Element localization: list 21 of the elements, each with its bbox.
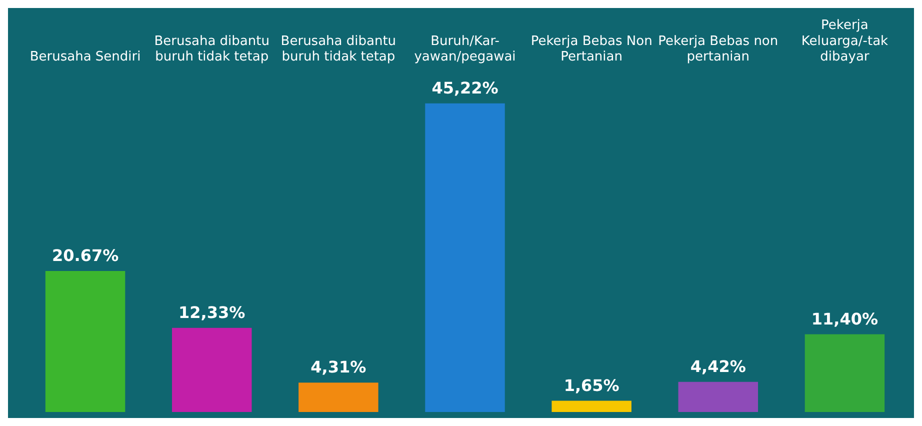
data-label: 4,42%	[690, 356, 746, 376]
data-label: 4,31%	[310, 358, 366, 377]
x-tick-label: Pekerja Keluarga/-tak dibayar	[801, 18, 889, 64]
bar	[298, 382, 378, 412]
bar	[804, 334, 885, 412]
data-label: 1,65%	[564, 376, 620, 395]
x-tick-label: Berusaha Sendiri	[30, 49, 141, 64]
data-label: 12,33%	[178, 303, 246, 322]
x-tick-label: Pekerja Bebas non pertanian	[658, 34, 778, 64]
bar	[172, 328, 252, 412]
x-tick-label: Pekerja Bebas Non Pertanian	[530, 34, 652, 64]
bar	[45, 270, 126, 412]
bar	[552, 400, 632, 412]
data-label: 45,22%	[432, 78, 498, 98]
x-tick-label: Buruh/Kar-yawan/pegawai	[414, 34, 516, 64]
bar	[425, 103, 505, 412]
x-tick-label: Berusaha dibantu buruh tidak tetap	[154, 34, 270, 64]
bar	[678, 382, 758, 412]
data-label: 20.67%	[52, 246, 119, 266]
data-label: 11,40%	[811, 309, 878, 328]
x-tick-label: Berusaha dibantu buruh tidak tetap	[280, 34, 396, 64]
